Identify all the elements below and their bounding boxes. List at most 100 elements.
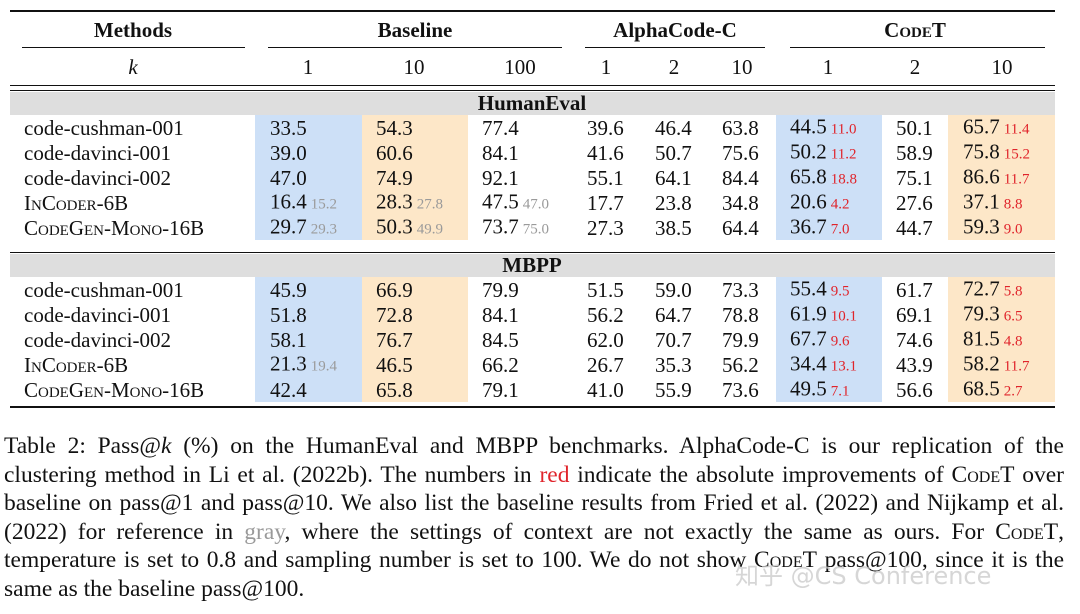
cell-value: 39.6 (587, 115, 624, 140)
cell-value: 36.7 (790, 214, 827, 238)
section-band (10, 92, 1055, 115)
reference: 19.4 (310, 358, 337, 374)
cell-value: 55.9 (655, 377, 692, 402)
reference: 27.8 (416, 196, 443, 212)
caption-text: , temperature is set to 0.8 and sampling… (4, 518, 1065, 574)
cell-value: 75.6 (722, 140, 759, 165)
cell: 86.6 11.7 (963, 164, 1029, 191)
cell-value: 56.6 (896, 377, 933, 402)
caption-text: (%) on the HumanEval and MBPP benchmarks… (4, 433, 1064, 488)
improvement: 4.8 (1003, 333, 1023, 349)
cell: 73.7 75.0 (482, 214, 549, 241)
method-name: code-cushman-001 (24, 115, 184, 140)
improvement: 9.0 (1003, 221, 1023, 237)
cell-value: 38.5 (655, 215, 692, 240)
rule (585, 47, 765, 48)
cell-value: 77.4 (482, 115, 519, 140)
cell-value: 50.7 (655, 140, 692, 165)
k-header: 10 (731, 55, 753, 79)
cell-value: 62.0 (587, 327, 624, 352)
cell: 44.5 11.0 (790, 114, 856, 141)
cell-value: 75.1 (896, 165, 933, 190)
improvement: 6.5 (1003, 308, 1023, 324)
k-header: 2 (909, 55, 921, 79)
improvement: 8.8 (1003, 196, 1023, 212)
method-name: code-davinci-001 (24, 302, 171, 327)
cell-value: 63.8 (722, 115, 759, 140)
caption-text: pass@100, since it is the same as the ba… (4, 547, 1065, 602)
cell-value: 47.0 (270, 165, 307, 190)
cell: 16.4 15.2 (270, 189, 337, 216)
cell-value: 41.0 (587, 377, 624, 402)
cell-value: 47.5 (482, 189, 519, 213)
section-title: HumanEval (477, 91, 587, 115)
improvement: 11.2 (830, 146, 857, 162)
cell-value: 92.1 (482, 165, 519, 190)
cell: 34.4 13.1 (790, 351, 857, 378)
caption-text: over baseline on pass@1 and pass@10. We … (4, 461, 1064, 545)
cell-value: 58.1 (270, 327, 307, 352)
cell-value: 78.8 (722, 302, 759, 327)
cell-value: 79.9 (722, 327, 759, 352)
cell-value: 41.6 (587, 140, 624, 165)
cell-value: 79.1 (482, 377, 519, 402)
cell-value: 74.9 (376, 165, 413, 190)
caption-text: gray (244, 518, 285, 545)
cell-value: 26.7 (587, 352, 624, 377)
k-header: 1 (822, 55, 834, 79)
cell-value: 59.0 (655, 277, 692, 302)
cell-value: 84.4 (722, 165, 759, 190)
cell: 61.9 10.1 (790, 301, 857, 328)
section-title: MBPP (502, 253, 562, 277)
cell-value: 29.7 (270, 214, 307, 238)
cell-value: 69.1 (896, 302, 933, 327)
cell-value: 84.1 (482, 140, 519, 165)
cell-value: 20.6 (790, 189, 827, 213)
cell-highlight (948, 115, 1055, 240)
cell-value: 73.3 (722, 277, 759, 302)
group-header: Baseline (377, 18, 453, 42)
caption-text: CodeT (754, 547, 817, 574)
cell-value: 66.2 (482, 352, 519, 377)
method-name: code-cushman-001 (24, 277, 184, 302)
cell: 37.1 8.8 (963, 189, 1023, 216)
cell: 55.4 9.5 (790, 276, 850, 303)
cell: 28.3 27.8 (376, 189, 443, 216)
caption-text: red (539, 461, 570, 488)
caption-text: , where the settings of context are not … (284, 518, 996, 545)
method-name: InCoder-6B (24, 190, 129, 215)
cell-value: 51.5 (587, 277, 624, 302)
cell-value: 49.5 (790, 376, 827, 400)
reference: 49.9 (416, 221, 443, 237)
cell-value: 55.4 (790, 276, 827, 300)
cell-value: 79.3 (963, 301, 1000, 325)
cell-highlight (255, 277, 362, 402)
cell-value: 79.9 (482, 277, 519, 302)
cell-value: 17.7 (587, 190, 624, 215)
improvement: 10.1 (830, 308, 857, 324)
method-name: InCoder-6B (24, 352, 129, 377)
k-header: 10 (991, 55, 1013, 79)
cell: 47.5 47.0 (482, 189, 549, 216)
cell-value: 64.1 (655, 165, 692, 190)
cell-value: 61.7 (896, 277, 933, 302)
cell-value: 44.5 (790, 114, 827, 138)
cell-highlight (948, 277, 1055, 402)
rule (790, 47, 1045, 48)
method-name: code-davinci-002 (24, 327, 171, 352)
improvement: 9.5 (830, 283, 850, 299)
cell-value: 75.8 (963, 139, 1000, 163)
cell-value: 45.9 (270, 277, 307, 302)
k-label: k (128, 55, 138, 79)
improvement: 2.7 (1003, 383, 1023, 399)
method-name: CodeGen-Mono-16B (24, 377, 205, 402)
reference: 75.0 (522, 221, 549, 237)
method-name: code-davinci-001 (24, 140, 171, 165)
cell-value: 73.6 (722, 377, 759, 402)
improvement: 4.2 (830, 196, 850, 212)
cell-value: 73.7 (482, 214, 519, 238)
cell-value: 56.2 (722, 352, 759, 377)
reference: 29.3 (310, 221, 337, 237)
watermark: 知乎 @CS Conference (735, 562, 992, 590)
